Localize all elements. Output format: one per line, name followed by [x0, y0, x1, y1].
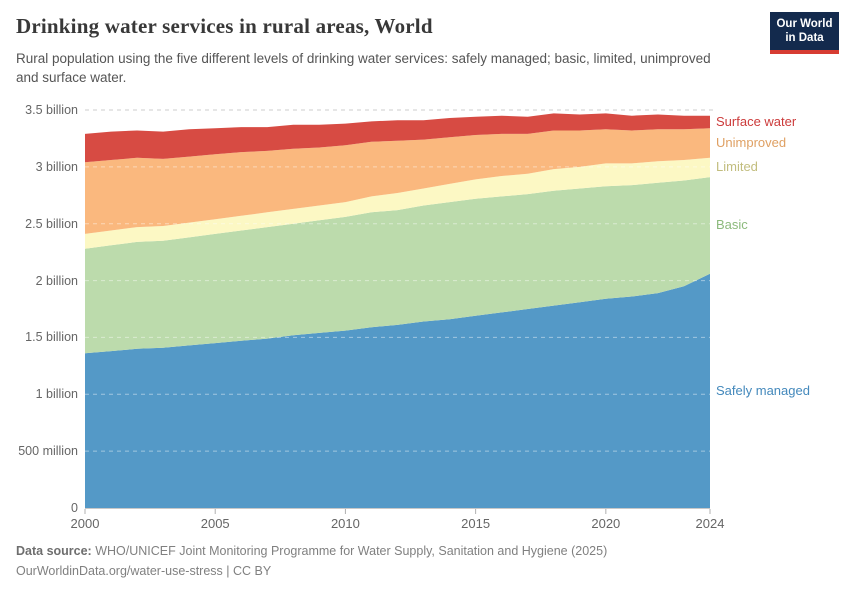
footer-source-text: WHO/UNICEF Joint Monitoring Programme fo… — [95, 544, 608, 558]
legend-label-safely-managed[interactable]: Safely managed — [716, 382, 810, 398]
page-subtitle: Rural population using the five differen… — [16, 51, 711, 85]
area-safely-managed[interactable] — [85, 273, 710, 508]
area-unimproved[interactable] — [85, 128, 710, 234]
y-tick-label: 0 — [71, 501, 78, 515]
owid-logo-line2: in Data — [785, 31, 824, 44]
y-tick-label: 2 billion — [35, 273, 78, 288]
legend-label-unimproved[interactable]: Unimproved — [716, 134, 787, 150]
y-tick-label: 1 billion — [35, 387, 78, 402]
footer-source-label: Data source: — [16, 544, 92, 558]
legend-label-surface-water[interactable]: Surface water — [716, 113, 797, 129]
x-tick-label: 2020 — [591, 516, 621, 531]
x-tick-label: 2000 — [70, 516, 100, 531]
stacked-area-chart — [84, 109, 713, 514]
legend-label-limited[interactable]: Limited — [716, 159, 758, 175]
x-tick-label: 2024 — [695, 516, 725, 531]
owid-logo: Our World in Data — [770, 12, 839, 54]
area-limited[interactable] — [85, 157, 710, 249]
page-title: Drinking water services in rural areas, … — [16, 14, 433, 38]
footer-attribution: OurWorldinData.org/water-use-stress | CC… — [16, 564, 272, 578]
y-tick-label: 3.5 billion — [25, 103, 78, 117]
owid-logo-line1: Our World — [776, 18, 833, 30]
x-tick-label: 2005 — [200, 516, 230, 531]
area-basic[interactable] — [85, 177, 710, 354]
y-tick-label: 1.5 billion — [25, 330, 78, 345]
y-tick-label: 2.5 billion — [25, 216, 78, 231]
area-surface-water[interactable] — [85, 113, 710, 163]
footer-source: Data source: WHO/UNICEF Joint Monitoring… — [16, 544, 607, 558]
y-tick-label: 500 million — [18, 444, 78, 459]
y-tick-label: 3 billion — [35, 159, 78, 174]
x-tick-label: 2015 — [461, 516, 491, 531]
x-tick-label: 2010 — [330, 516, 360, 531]
legend-label-basic[interactable]: Basic — [716, 217, 748, 233]
